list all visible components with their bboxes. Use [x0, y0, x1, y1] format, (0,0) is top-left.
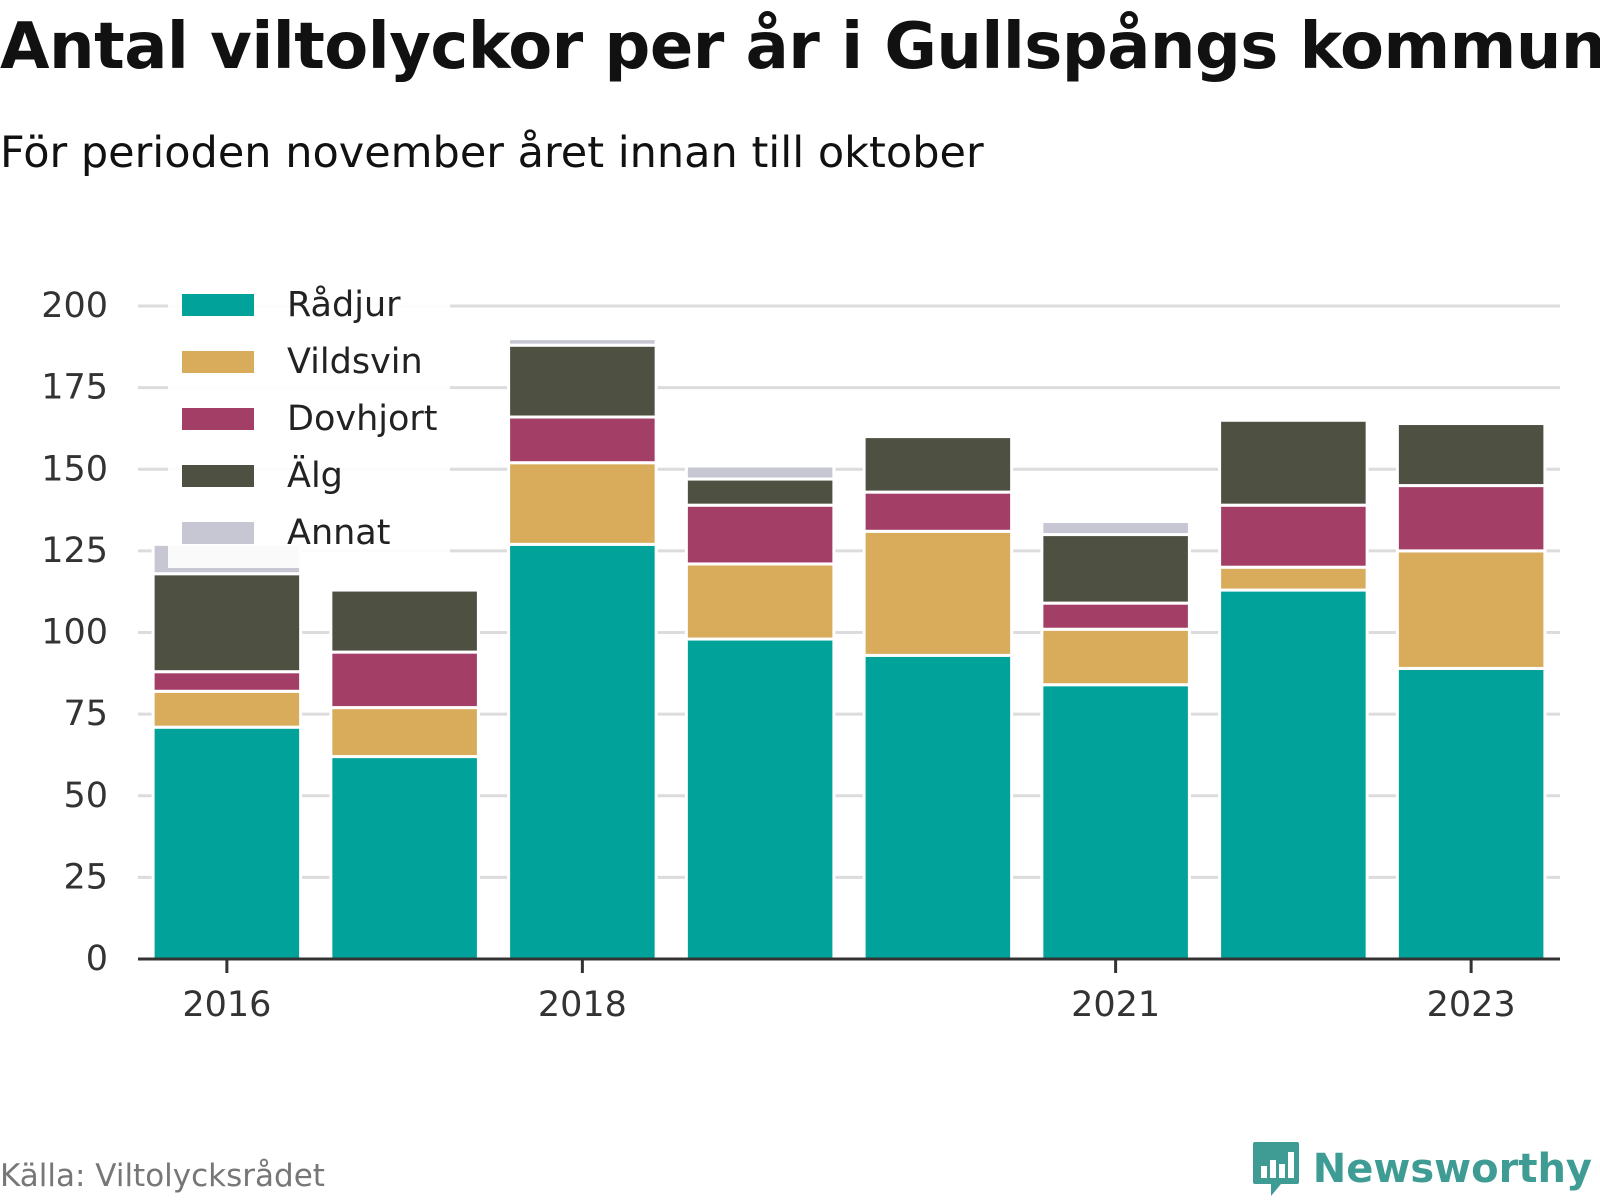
bar-segment [862, 435, 1014, 494]
bar-segment [1218, 418, 1369, 507]
bar-segment [1218, 503, 1369, 569]
x-tick-label: 2023 [1427, 985, 1516, 1025]
chart-subtitle: För perioden november året innan till ok… [0, 128, 984, 178]
brand-logo: Newsworthy [1251, 1140, 1592, 1198]
bar-segment [151, 725, 303, 961]
bar-segment [1040, 533, 1191, 605]
bar-segment [507, 343, 658, 419]
legend-swatch [182, 465, 254, 487]
bar-segment [1395, 549, 1547, 670]
bar-segment [151, 689, 303, 729]
legend-swatch [182, 408, 254, 430]
bar-segment [1218, 565, 1369, 592]
bar-segment [507, 461, 658, 546]
bar-stack [684, 464, 836, 961]
y-tick-label: 150 [41, 449, 108, 489]
bar-segment [684, 562, 836, 641]
bar-stack [151, 542, 303, 961]
bar-stack [1218, 418, 1369, 961]
bar-segment [151, 572, 303, 674]
bar-stack [1040, 519, 1191, 961]
y-axis-ticks: 0 25 50 75 100 125 150 175 200 [41, 286, 108, 979]
bar-segment [507, 337, 658, 347]
bar-segment [1040, 627, 1191, 687]
bar-segment [151, 670, 303, 693]
legend-label: Vildsvin [287, 342, 423, 382]
bar-segment [1040, 601, 1191, 631]
bar-segment [862, 529, 1014, 657]
bar-stack [1395, 422, 1547, 961]
bar-segment [329, 755, 480, 961]
bar-segment [862, 653, 1014, 961]
y-tick-label: 200 [41, 286, 108, 326]
y-tick-label: 0 [86, 939, 108, 979]
y-tick-label: 25 [63, 857, 108, 897]
bar-segment [1040, 683, 1191, 961]
legend-swatch [182, 351, 254, 373]
legend-swatch [182, 522, 254, 544]
x-tick-label: 2018 [538, 985, 627, 1025]
bars [151, 337, 1547, 961]
x-tick-label: 2016 [182, 985, 271, 1025]
y-tick-label: 75 [63, 694, 108, 734]
legend-label: Rådjur [287, 284, 401, 325]
source-note: Källa: Viltolycksrådet [0, 1158, 325, 1194]
chart-title: Antal viltolyckor per år i Gullspångs ko… [0, 10, 1600, 84]
bar-segment [862, 490, 1014, 533]
y-tick-label: 50 [63, 776, 108, 816]
bar-segment [1218, 588, 1369, 961]
bar-segment [329, 650, 480, 710]
brand-name: Newsworthy [1312, 1146, 1592, 1192]
x-tick-label: 2021 [1071, 985, 1160, 1025]
bar-segment [1040, 519, 1191, 537]
bar-segment [1395, 484, 1547, 553]
y-tick-label: 100 [41, 613, 108, 653]
x-axis: 2016 2018 2021 2023 [138, 957, 1560, 1025]
bar-segment [684, 503, 836, 566]
bar-segment [1395, 666, 1547, 961]
legend-label: Annat [287, 513, 390, 553]
bar-segment [329, 588, 480, 654]
legend-label: Dovhjort [287, 399, 438, 439]
bar-segment [684, 637, 836, 961]
bar-stack [507, 337, 658, 961]
bar-segment [507, 415, 658, 465]
bar-segment [684, 464, 836, 481]
bar-stack [329, 588, 480, 961]
legend: Rådjur Vildsvin Dovhjort Älg Annat [168, 276, 450, 568]
bar-stack [862, 435, 1014, 961]
legend-swatch [182, 294, 254, 316]
bar-segment [1395, 422, 1547, 488]
y-tick-label: 175 [41, 368, 108, 408]
legend-label: Älg [287, 454, 343, 496]
y-tick-label: 125 [41, 531, 108, 571]
bar-segment [507, 542, 658, 961]
bar-segment [684, 477, 836, 507]
bar-chart-speech-bubble-icon [1252, 1142, 1299, 1196]
bar-segment [329, 706, 480, 759]
